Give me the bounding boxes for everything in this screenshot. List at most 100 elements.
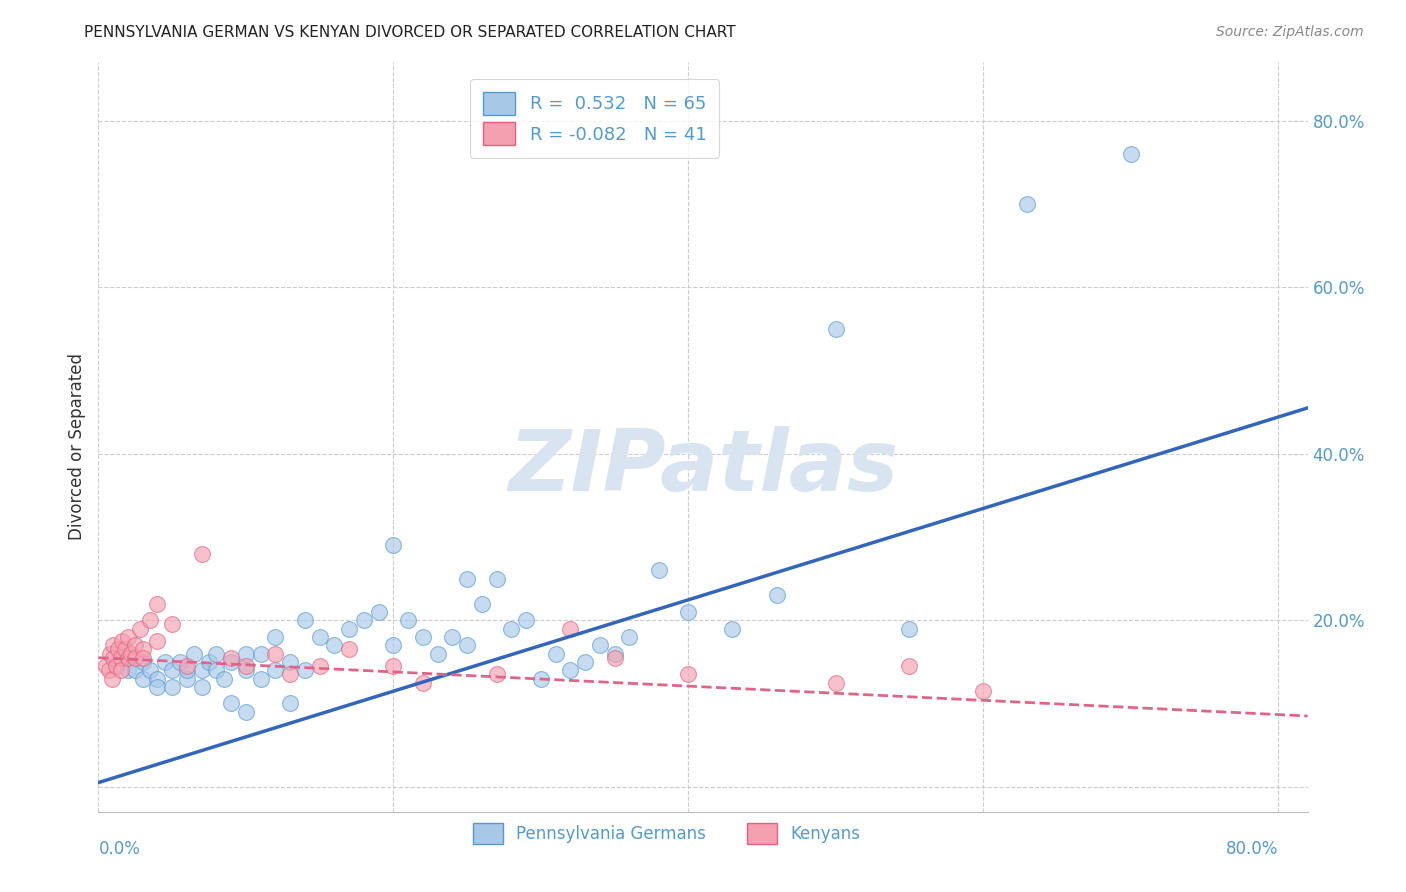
Point — [678, 605, 700, 619]
Text: 0.0%: 0.0% — [98, 840, 141, 858]
Point — [124, 638, 146, 652]
Point — [501, 622, 523, 636]
Point — [146, 680, 169, 694]
Point — [176, 672, 198, 686]
Point — [139, 663, 162, 677]
Point — [264, 663, 287, 677]
Point — [98, 647, 121, 661]
Point — [183, 647, 205, 661]
Point — [456, 638, 478, 652]
Point — [235, 705, 257, 719]
Point — [485, 667, 508, 681]
Text: Divorced or Separated: Divorced or Separated — [69, 352, 86, 540]
Point — [264, 630, 287, 644]
Point — [219, 655, 242, 669]
Point — [160, 617, 183, 632]
Point — [278, 655, 301, 669]
Point — [294, 613, 316, 627]
Point — [205, 663, 228, 677]
Point — [560, 622, 582, 636]
Point — [235, 647, 257, 661]
Point — [294, 663, 316, 677]
Point — [110, 663, 132, 677]
Legend: Pennsylvania Germans, Kenyans: Pennsylvania Germans, Kenyans — [461, 811, 873, 855]
Point — [603, 647, 626, 661]
Point — [117, 663, 139, 677]
Point — [235, 659, 257, 673]
Point — [146, 597, 169, 611]
Point — [101, 650, 124, 665]
Point — [190, 547, 212, 561]
Point — [117, 630, 139, 644]
Point — [1017, 197, 1039, 211]
Point — [124, 650, 146, 665]
Point — [176, 663, 198, 677]
Point — [139, 613, 162, 627]
Point — [560, 663, 582, 677]
Point — [308, 630, 330, 644]
Point — [603, 650, 626, 665]
Point — [97, 663, 120, 677]
Point — [219, 697, 242, 711]
Point — [124, 663, 146, 677]
Point — [176, 659, 198, 673]
Point — [382, 538, 405, 552]
Point — [589, 638, 612, 652]
Point — [278, 667, 301, 681]
Point — [107, 642, 129, 657]
Point — [308, 659, 330, 673]
Point — [515, 613, 537, 627]
Point — [824, 322, 846, 336]
Point — [485, 572, 508, 586]
Text: PENNSYLVANIA GERMAN VS KENYAN DIVORCED OR SEPARATED CORRELATION CHART: PENNSYLVANIA GERMAN VS KENYAN DIVORCED O… — [84, 25, 735, 40]
Point — [120, 647, 142, 661]
Point — [530, 672, 553, 686]
Text: 80.0%: 80.0% — [1226, 840, 1278, 858]
Point — [471, 597, 494, 611]
Point — [382, 659, 405, 673]
Point — [972, 684, 994, 698]
Point — [648, 563, 671, 577]
Point — [574, 655, 596, 669]
Point — [114, 642, 136, 657]
Point — [456, 572, 478, 586]
Point — [278, 697, 301, 711]
Point — [212, 672, 235, 686]
Point — [160, 680, 183, 694]
Point — [412, 675, 434, 690]
Point — [824, 675, 846, 690]
Point — [105, 659, 128, 673]
Point — [131, 642, 153, 657]
Point — [441, 630, 464, 644]
Text: ZIPatlas: ZIPatlas — [508, 425, 898, 508]
Point — [146, 634, 169, 648]
Point — [249, 647, 271, 661]
Point — [323, 638, 346, 652]
Point — [190, 663, 212, 677]
Point — [111, 634, 134, 648]
Point — [337, 622, 360, 636]
Point — [353, 613, 375, 627]
Point — [898, 659, 921, 673]
Point — [146, 672, 169, 686]
Point — [117, 650, 139, 665]
Point — [198, 655, 221, 669]
Point — [765, 588, 787, 602]
Point — [131, 655, 153, 669]
Point — [94, 659, 117, 673]
Point — [678, 667, 700, 681]
Point — [367, 605, 389, 619]
Text: Source: ZipAtlas.com: Source: ZipAtlas.com — [1216, 25, 1364, 39]
Point — [153, 655, 176, 669]
Point — [101, 638, 124, 652]
Point — [131, 650, 153, 665]
Point — [190, 680, 212, 694]
Point — [235, 663, 257, 677]
Point — [128, 622, 150, 636]
Point — [205, 647, 228, 661]
Point — [131, 672, 153, 686]
Point — [1119, 147, 1142, 161]
Point — [264, 647, 287, 661]
Point — [412, 630, 434, 644]
Point — [619, 630, 641, 644]
